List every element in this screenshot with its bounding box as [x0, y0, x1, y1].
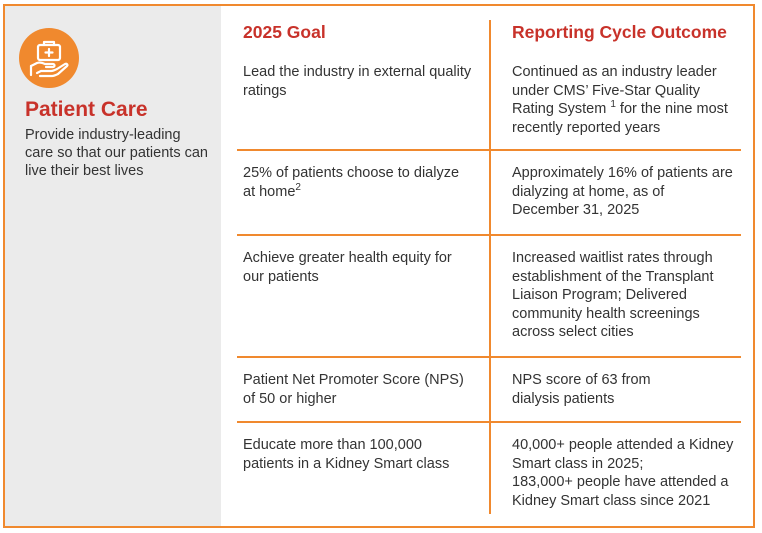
hand-medical-kit-icon	[29, 40, 69, 78]
row-divider	[237, 356, 741, 358]
outcome-column-header: Reporting Cycle Outcome	[512, 22, 727, 42]
goal-cell-2: 25% of patients choose to dialyze at hom…	[243, 165, 460, 200]
goal-cell-5: Educate more than 100,000 patients in a …	[243, 437, 450, 472]
sidebar: Patient Care Provide industry-leading ca…	[5, 6, 221, 526]
row-divider	[237, 421, 741, 423]
section-title: Patient Care	[25, 98, 148, 121]
footnote-ref-2: 2	[295, 181, 301, 193]
row-divider	[237, 149, 741, 151]
column-divider	[489, 20, 491, 514]
section-description: Provide industry-leading care so that ou…	[25, 127, 208, 179]
outcome-cell-5: 40,000+ people attended a Kidney Smart c…	[512, 437, 734, 509]
goal-cell-4: Patient Net Promoter Score (NPS) of 50 o…	[243, 372, 464, 407]
outcome-cell-2: Approximately 16% of patients are dialyz…	[512, 165, 733, 218]
patient-care-icon-badge	[19, 28, 79, 88]
row-divider	[237, 234, 741, 236]
patient-care-panel: Patient Care Provide industry-leading ca…	[3, 4, 755, 528]
goal-column-header: 2025 Goal	[243, 22, 326, 42]
outcome-cell-4: NPS score of 63 from dialysis patients	[512, 372, 651, 407]
goal-cell-1: Lead the industry in external quality ra…	[243, 64, 472, 99]
goal-cell-3: Achieve greater health equity for our pa…	[243, 250, 452, 285]
outcome-cell-1: Continued as an industry leader under CM…	[512, 64, 728, 136]
footnote-ref-1: 1	[610, 99, 616, 111]
outcome-cell-3: Increased waitlist rates through establi…	[512, 250, 714, 340]
